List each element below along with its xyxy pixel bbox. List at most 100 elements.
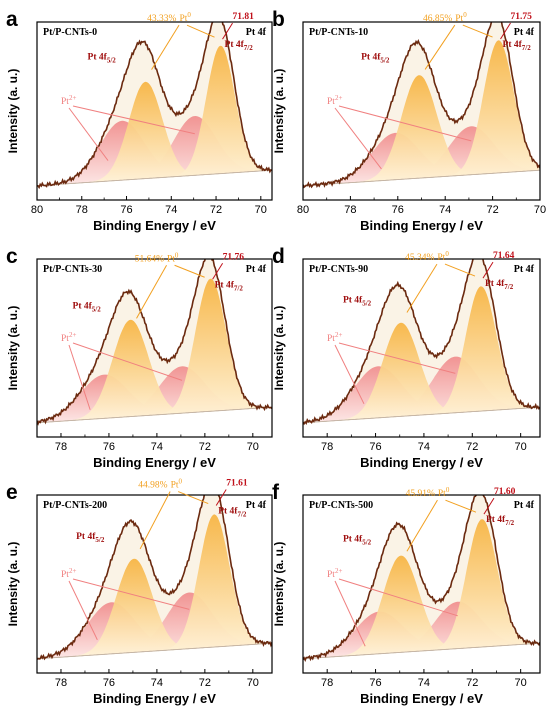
raw-spectrum: [37, 22, 272, 190]
pt2-arrow-right: [72, 342, 183, 381]
x-tick-label: 76: [369, 441, 381, 453]
plot-area: [37, 259, 272, 426]
pt0-arrow-left: [151, 24, 180, 70]
x-tick-label: 78: [55, 441, 67, 453]
pt0-peak-5-2: [37, 558, 272, 659]
pt2-peak-5-2: [37, 120, 272, 186]
x-tick-label: 74: [151, 677, 163, 689]
panel-letter: f: [272, 481, 280, 504]
pt0-percentage-label: 45.91% Pt0: [406, 486, 450, 499]
plot-frame: [36, 494, 273, 674]
plot-frame: [36, 21, 273, 201]
x-tick-label: 78: [344, 204, 356, 216]
y-axis-label: Intensity (a. u.): [272, 69, 286, 154]
plot-frame: [302, 494, 541, 674]
region-label: Pt 4f: [246, 500, 267, 511]
pt0-arrow-right: [462, 24, 493, 38]
pt0-arrow-left: [139, 491, 171, 550]
region-label: Pt 4f: [514, 264, 535, 275]
plot-area: [303, 495, 540, 663]
panel-e: 78 76 74 72 70 Binding Energy / eV Intensity (…: [6, 478, 273, 706]
panel-letter: e: [6, 481, 18, 504]
pt2-arrow-right: [338, 342, 456, 374]
peak-arrow: [500, 22, 511, 40]
peak-arrow: [215, 489, 227, 506]
x-tick-label: 70: [247, 677, 259, 689]
pt-4f-5-2-label: Pt 4f5/2: [343, 534, 372, 546]
pt0-percentage-label: 46.85% Pt0: [423, 11, 467, 24]
pt2-arrow-right: [72, 578, 190, 610]
pt-4f-5-2-label: Pt 4f5/2: [73, 301, 102, 313]
plot-frame: [302, 258, 541, 438]
x-tick-label: 72: [466, 441, 478, 453]
pt2-label: Pt2+: [327, 567, 342, 580]
panel-a: 80 78 76 74 72 70 Binding Energy / eV Intensity…: [6, 8, 273, 233]
raw-spectrum: [303, 495, 540, 663]
peak-position-label: 71.61: [226, 479, 248, 489]
panel-d: 78 76 74 72 70 Binding Energy / eV Intensity (…: [272, 245, 541, 470]
pt0-arrow-left: [136, 265, 168, 319]
x-tick-label: 76: [103, 441, 115, 453]
pt-4f-7-2-label: Pt 4f7/2: [225, 40, 254, 52]
pt-4f-5-2-label: Pt 4f5/2: [88, 53, 117, 65]
pt-4f-5-2-label: Pt 4f5/2: [76, 532, 105, 544]
pt0-percentage-label: 44.98% Pt0: [138, 478, 182, 491]
pt-4f-5-2-label: Pt 4f5/2: [343, 296, 372, 308]
pt2-arrow-down: [334, 344, 365, 405]
pt0-peak-7-2: [37, 45, 272, 186]
panel-letter: d: [272, 245, 285, 268]
x-tick-label: 78: [321, 677, 333, 689]
x-tick-label: 80: [297, 204, 309, 216]
pt0-peak-5-2: [37, 81, 272, 186]
pt-4f-7-2-label: Pt 4f7/2: [503, 40, 532, 52]
pt0-arrow-right: [445, 499, 477, 513]
x-tick-label: 76: [392, 204, 404, 216]
baseline: [303, 406, 540, 424]
pt2-arrow-right: [338, 578, 458, 617]
raw-spectrum: [303, 259, 540, 426]
pt-4f-7-2-label: Pt 4f7/2: [486, 515, 515, 527]
pt2-label: Pt2+: [327, 94, 342, 107]
pt0-peak-7-2: [37, 278, 272, 423]
x-tick-label: 74: [151, 441, 163, 453]
sample-title: Pt/P-CNTs-200: [43, 500, 107, 511]
pt0-peak-5-2: [303, 75, 540, 186]
region-label: Pt 4f: [514, 500, 535, 511]
raw-spectrum: [303, 22, 540, 189]
x-tick-label: 72: [466, 677, 478, 689]
baseline: [37, 642, 272, 660]
x-axis-label: Binding Energy / eV: [360, 455, 483, 470]
pt2-arrow-down: [334, 580, 366, 647]
x-tick-label: 74: [418, 677, 430, 689]
x-tick-label: 70: [515, 441, 527, 453]
region-label: Pt 4f: [246, 27, 267, 38]
pt0-arrow-right: [186, 24, 215, 38]
sample-title: Pt/P-CNTs-10: [309, 27, 368, 38]
sample-title: Pt/P-CNTs-90: [309, 264, 368, 275]
x-tick-label: 78: [55, 677, 67, 689]
x-axis-label: Binding Energy / eV: [93, 455, 216, 470]
pt0-arrow-left: [424, 24, 456, 70]
x-tick-label: 76: [369, 677, 381, 689]
peak-arrow: [483, 497, 495, 515]
x-tick-label: 72: [486, 204, 498, 216]
x-tick-label: 70: [255, 204, 267, 216]
y-axis-label: Intensity (a. u.): [6, 306, 20, 391]
plot-area: [37, 22, 272, 190]
x-tick-label: 70: [534, 204, 546, 216]
pt2-arrow-right: [72, 105, 195, 135]
x-axis-label: Binding Energy / eV: [360, 691, 483, 706]
pt0-arrow-left: [406, 499, 438, 552]
y-axis-label: Intensity (a. u.): [6, 542, 20, 627]
x-axis-label: Binding Energy / eV: [93, 691, 216, 706]
y-axis-label: Intensity (a. u.): [6, 69, 20, 154]
baseline: [37, 169, 272, 187]
x-tick-label: 72: [199, 441, 211, 453]
pt2-arrow-down: [68, 344, 91, 410]
pt-4f-7-2-label: Pt 4f7/2: [218, 507, 247, 519]
region-label: Pt 4f: [246, 264, 267, 275]
peak-position-label: 71.81: [233, 12, 255, 22]
pt0-percentage-label: 43.33% Pt0: [147, 11, 191, 24]
pt0-peak-7-2: [37, 514, 272, 659]
x-tick-label: 70: [515, 677, 527, 689]
